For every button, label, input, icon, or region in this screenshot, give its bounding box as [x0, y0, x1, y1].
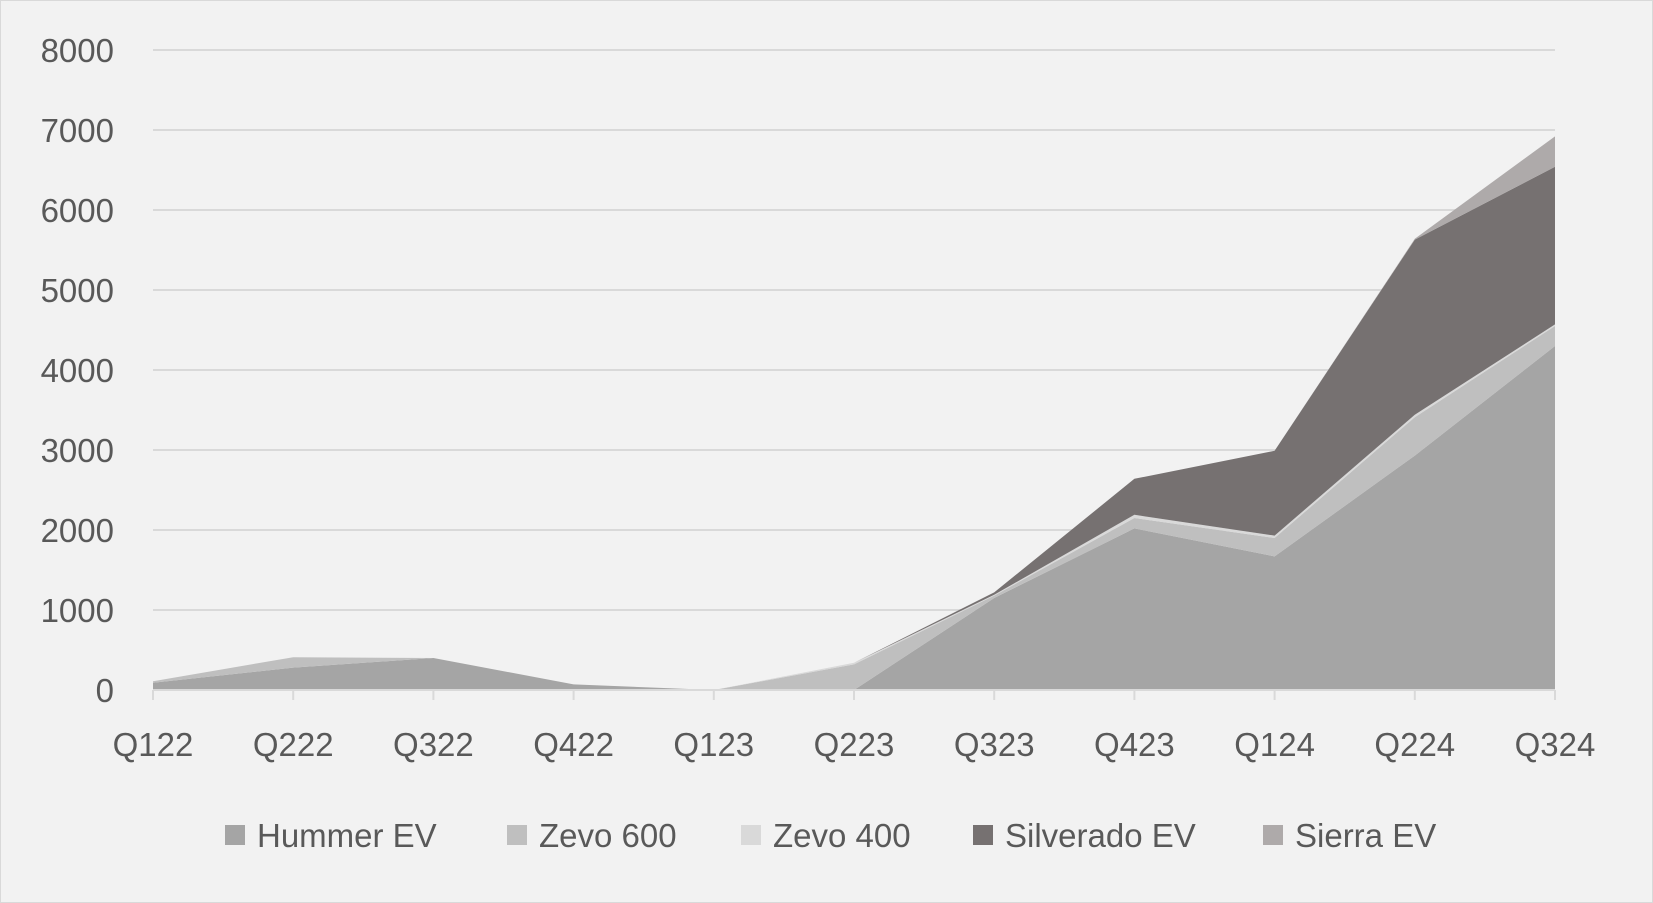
y-tick-label: 4000 [41, 352, 114, 389]
legend-item-hummer-ev: Hummer EV [225, 817, 437, 854]
legend-label: Zevo 400 [773, 817, 911, 854]
legend-label: Zevo 600 [539, 817, 677, 854]
y-tick-label: 5000 [41, 272, 114, 309]
x-tick-label: Q223 [814, 726, 895, 763]
gridlines [153, 49, 1555, 611]
x-tick-label: Q124 [1234, 726, 1315, 763]
legend-item-zevo-400: Zevo 400 [741, 817, 911, 854]
legend-label: Hummer EV [257, 817, 437, 854]
legend-swatch [741, 825, 761, 845]
area-series [153, 136, 1555, 691]
legend: Hummer EV Zevo 600 Zevo 400 Silverado EV Sie… [225, 817, 1436, 854]
y-tick-label: 7000 [41, 112, 114, 149]
legend-label: Silverado EV [1005, 817, 1196, 854]
legend-label: Sierra EV [1295, 817, 1436, 854]
legend-swatch [1263, 825, 1283, 845]
x-tick-label: Q222 [253, 726, 334, 763]
y-tick-label: 2000 [41, 512, 114, 549]
x-tick-label: Q324 [1515, 726, 1596, 763]
x-tick-label: Q423 [1094, 726, 1175, 763]
x-tick-label: Q224 [1374, 726, 1455, 763]
y-tick-label: 0 [96, 672, 114, 709]
legend-swatch [507, 825, 527, 845]
legend-item-sierra-ev: Sierra EV [1263, 817, 1436, 854]
y-tick-label: 8000 [41, 32, 114, 69]
x-tick-label: Q323 [954, 726, 1035, 763]
x-tick-label: Q122 [113, 726, 194, 763]
x-tick-label: Q123 [673, 726, 754, 763]
axes: 0 1000 2000 3000 4000 5000 6000 7000 8000 Q122 Q22… [41, 32, 1596, 763]
y-tick-label: 3000 [41, 432, 114, 469]
legend-swatch [225, 825, 245, 845]
x-tick-label: Q322 [393, 726, 474, 763]
x-tick-label: Q422 [533, 726, 614, 763]
y-tick-label: 6000 [41, 192, 114, 229]
legend-item-zevo-600: Zevo 600 [507, 817, 677, 854]
legend-item-silverado-ev: Silverado EV [973, 817, 1196, 854]
y-tick-label: 1000 [41, 592, 114, 629]
area-hummer-ev [153, 346, 1555, 690]
legend-swatch [973, 825, 993, 845]
